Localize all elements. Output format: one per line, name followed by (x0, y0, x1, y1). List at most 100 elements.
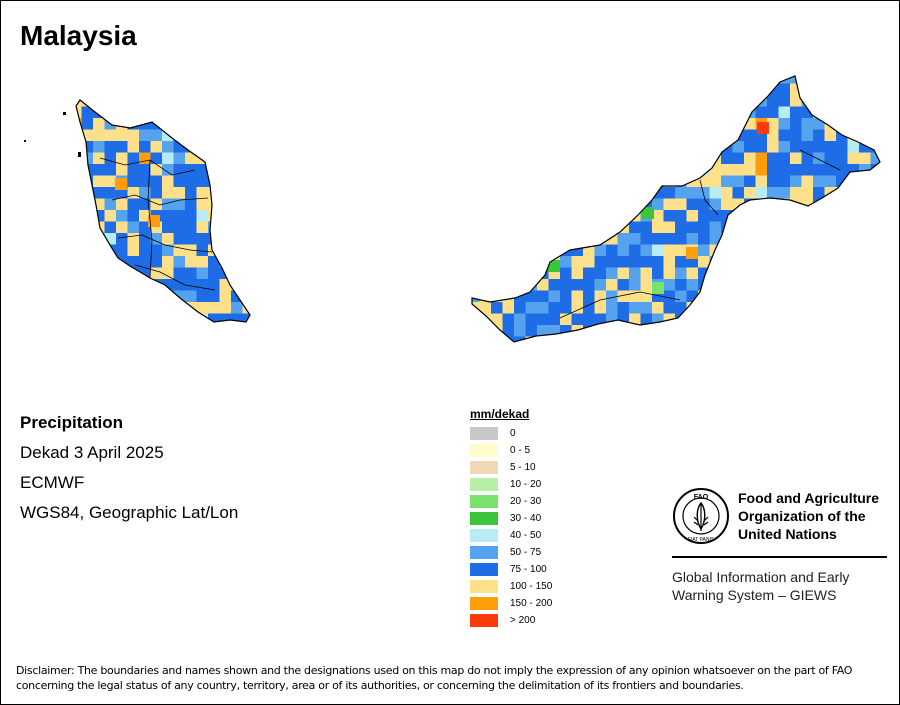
precip-cell (767, 233, 779, 245)
precip-cell (254, 233, 266, 245)
precip-cell (813, 221, 825, 234)
precip-cell (219, 152, 232, 165)
precip-cell (560, 233, 572, 245)
precip-cell (173, 221, 186, 234)
precip-cell (139, 164, 151, 176)
precip-cell (219, 302, 232, 314)
precip-cell (836, 233, 848, 245)
precip-cell (231, 210, 243, 222)
precip-cell (606, 336, 618, 342)
precip-cell (744, 221, 756, 234)
precip-cell (663, 325, 676, 337)
precip-cell (173, 279, 186, 291)
precip-cell (127, 210, 140, 222)
precip-cell (502, 106, 515, 119)
precip-cell (755, 76, 768, 84)
precip-cell (847, 290, 860, 303)
precip-cell (594, 290, 607, 303)
legend-label: 50 - 75 (510, 547, 542, 558)
precip-cell (767, 164, 779, 176)
precip-cell (778, 302, 791, 314)
precip-cell (525, 187, 538, 199)
precip-cell (778, 129, 791, 142)
precip-cell (882, 130, 894, 142)
precip-cell (93, 129, 105, 142)
precip-cell (847, 336, 860, 342)
precip-cell (686, 83, 699, 96)
precip-cell (150, 129, 163, 142)
precip-cell (525, 302, 538, 314)
precip-cell (824, 313, 837, 326)
precip-cell (847, 325, 860, 337)
precip-cell (583, 302, 595, 314)
precip-cell (629, 83, 641, 96)
precip-cell (219, 100, 232, 107)
precip-cell (231, 141, 243, 153)
precip-cell (571, 175, 584, 188)
precip-cell (698, 336, 710, 342)
precip-cell (242, 221, 250, 234)
precip-cell (254, 291, 266, 303)
precip-cell (640, 313, 653, 326)
legend-item: 50 - 75 (470, 544, 552, 561)
precip-cell (686, 336, 699, 342)
precip-cell (675, 129, 687, 142)
precip-cell (836, 76, 848, 84)
precip-cell (836, 313, 848, 326)
precip-cell (813, 83, 825, 96)
precip-cell (652, 256, 664, 268)
peninsular-malaysia-grid (76, 100, 266, 322)
precip-cell (859, 267, 871, 280)
legend-swatch (470, 580, 498, 593)
precip-cell (93, 141, 105, 153)
precip-cell (525, 233, 538, 245)
precip-cell (116, 313, 128, 322)
precip-cell (859, 279, 871, 291)
precip-cell (698, 118, 710, 130)
precip-cell (870, 83, 880, 96)
precip-cell (242, 164, 250, 176)
precip-cell (116, 233, 128, 245)
precip-cell (663, 141, 676, 153)
precip-cell (698, 198, 710, 211)
precip-cell (502, 256, 515, 268)
precip-cell (675, 325, 687, 337)
precip-cell (185, 187, 197, 199)
precip-cell (732, 175, 745, 188)
precip-cell (629, 210, 641, 222)
precip-cell (870, 141, 880, 153)
precip-cell (150, 198, 163, 211)
precip-cell (150, 175, 163, 188)
legend-label: 20 - 30 (510, 496, 542, 507)
precip-cell (491, 187, 503, 199)
precip-cell (139, 302, 151, 314)
precip-cell (640, 336, 653, 342)
precip-cell (847, 313, 860, 326)
precip-cell (767, 244, 779, 257)
precip-cell (847, 210, 860, 222)
precip-cell (537, 244, 549, 257)
precip-cell (231, 100, 243, 107)
precip-cell (778, 164, 791, 176)
precip-cell (231, 164, 243, 176)
precip-cell (767, 152, 779, 165)
precip-cell (663, 233, 676, 245)
precip-cell (732, 221, 745, 234)
precip-cell (185, 100, 197, 107)
precip-cell (744, 83, 756, 96)
precip-cell (208, 267, 220, 280)
precip-cell (479, 164, 492, 176)
precip-cell (472, 198, 480, 211)
precip-cell (640, 302, 653, 314)
precip-cell (76, 290, 82, 303)
precip-cell (732, 164, 745, 176)
precip-cell (104, 129, 117, 142)
precip-cell (208, 129, 220, 142)
precip-cell (847, 106, 860, 119)
precip-cell (208, 164, 220, 176)
precip-cell (502, 267, 515, 280)
precip-cell (127, 152, 140, 165)
precip-cell (196, 221, 209, 234)
precip-cell (81, 106, 94, 119)
precip-cell (491, 313, 503, 326)
